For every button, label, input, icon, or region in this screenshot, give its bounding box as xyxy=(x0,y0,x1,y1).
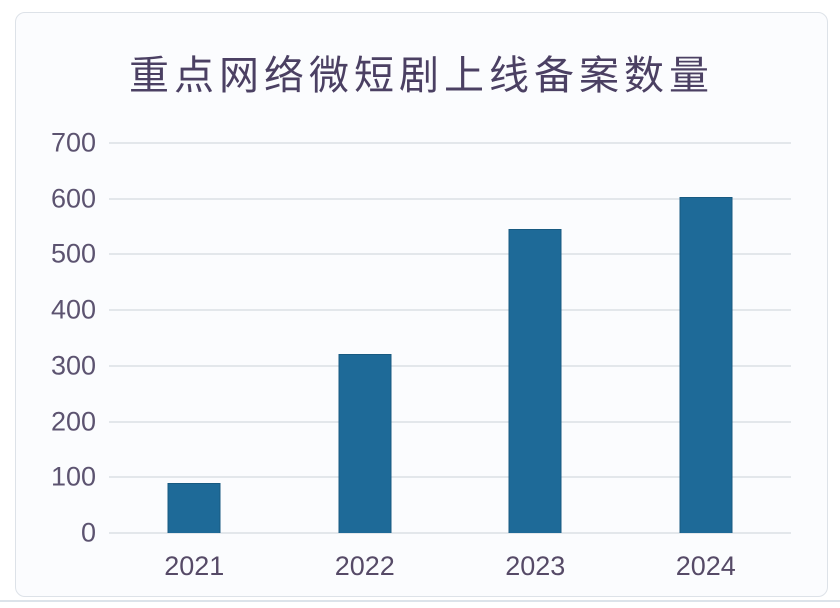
chart-title: 重点网络微短剧上线备案数量 xyxy=(129,54,714,98)
gridline-y0 xyxy=(109,532,791,534)
gridline-y500 xyxy=(109,253,791,256)
page-bottom-divider xyxy=(0,600,840,602)
gridline-y700 xyxy=(109,142,791,144)
gridline-y600 xyxy=(109,197,791,200)
x-tick-label-2021: 2021 xyxy=(164,551,225,581)
y-tick-label-0: 0 xyxy=(80,517,96,548)
y-tick-label-600: 600 xyxy=(50,183,96,214)
bar-2023 xyxy=(508,229,562,533)
x-tick-label-2023: 2023 xyxy=(505,551,566,581)
chart-card: 重点网络微短剧上线备案数量 0 100 200 300 400 500 600 700 2021… xyxy=(15,12,828,597)
gridline-y400 xyxy=(109,309,791,312)
y-tick-label-700: 700 xyxy=(50,127,96,158)
y-tick-label-400: 400 xyxy=(50,294,96,325)
y-tick-label-100: 100 xyxy=(50,461,96,492)
y-tick-label-200: 200 xyxy=(50,406,96,437)
plot-area: 0 100 200 300 400 500 600 700 2021 2022 2023 2024 xyxy=(51,128,791,581)
y-tick-label-300: 300 xyxy=(50,350,96,381)
y-tick-label-500: 500 xyxy=(50,238,96,269)
x-tick-label-2022: 2022 xyxy=(334,551,395,581)
gridline-y100 xyxy=(109,476,791,479)
gridline-y200 xyxy=(109,420,791,423)
gridline-y300 xyxy=(109,364,791,367)
bar-2024 xyxy=(679,196,733,533)
bar-2021 xyxy=(167,482,221,533)
bar-2022 xyxy=(338,353,392,533)
x-tick-label-2024: 2024 xyxy=(675,551,736,581)
